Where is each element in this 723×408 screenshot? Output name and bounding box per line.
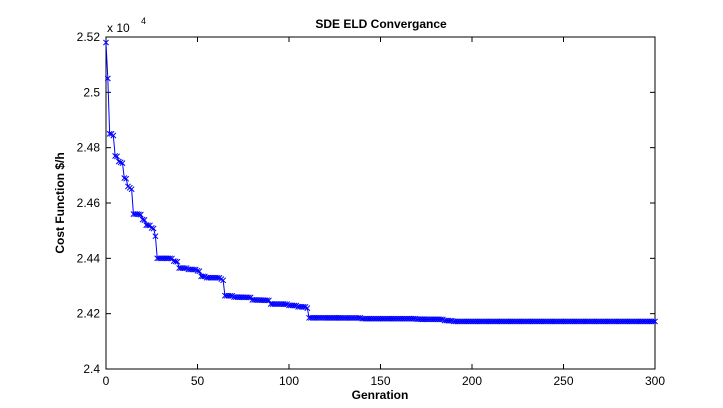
y-tick-label: 2.46 [77, 196, 101, 210]
data-point-marker [300, 303, 307, 310]
x-axis-title: Genration [352, 388, 409, 402]
x-tick-label: 300 [645, 374, 665, 388]
data-point-marker [112, 153, 119, 159]
series-layer [103, 39, 658, 325]
x-tick-label: 250 [553, 374, 573, 388]
data-point-marker [148, 224, 155, 231]
data-point-marker [174, 258, 181, 265]
data-point-marker [220, 277, 227, 284]
plot-area [105, 36, 656, 370]
data-point-marker [104, 75, 111, 82]
y-tick-label: 2.48 [77, 141, 101, 155]
data-point-marker [114, 153, 120, 160]
data-point-marker [152, 233, 159, 240]
data-point-marker [103, 39, 109, 46]
data-point-marker [119, 160, 126, 167]
data-point-marker [227, 292, 234, 299]
data-point-marker [214, 274, 221, 281]
data-point-marker [291, 302, 298, 309]
data-point-marker [141, 217, 148, 223]
data-point-marker [304, 305, 311, 312]
x-axis: 0 50 100 150 200 250 300 [103, 37, 665, 388]
chart-title: SDE ELD Convergance [315, 17, 447, 31]
x-tick-label: 150 [370, 374, 390, 388]
exponent-base: x 10 [107, 21, 130, 35]
exponent-label: x 10 4 [107, 16, 146, 35]
data-point-marker [650, 318, 657, 325]
data-point-marker [168, 255, 175, 262]
data-point-marker [194, 267, 201, 274]
data-point-marker [196, 268, 203, 275]
y-tick-label: 2.4 [83, 362, 100, 376]
data-point-marker [117, 159, 124, 166]
data-point-marker [282, 301, 289, 308]
y-tick-label: 2.52 [77, 30, 101, 44]
x-tick-label: 200 [462, 374, 482, 388]
data-point-marker [652, 318, 658, 325]
data-point-marker [128, 186, 135, 193]
y-tick-label: 2.5 [83, 85, 100, 99]
data-point-marker [115, 158, 122, 165]
data-point-marker [172, 258, 179, 265]
data-point-marker [200, 273, 206, 280]
exponent-power: 4 [141, 16, 146, 26]
data-point-marker [137, 211, 144, 218]
data-point-marker [121, 175, 128, 182]
y-axis: 2.4 2.42 2.44 2.46 2.48 2.5 2.52 [77, 30, 655, 376]
data-point-marker [245, 294, 252, 301]
data-point-marker [437, 316, 444, 323]
data-point-marker [139, 216, 146, 223]
data-point-marker [145, 222, 152, 229]
y-tick-label: 2.44 [77, 251, 101, 265]
data-point-marker [150, 225, 157, 232]
data-point-marker [110, 132, 117, 139]
data-point-marker [167, 255, 174, 262]
x-tick-label: 0 [103, 374, 110, 388]
data-point-marker [106, 130, 113, 137]
data-point-marker [135, 211, 142, 218]
y-tick-label: 2.42 [77, 307, 101, 321]
x-tick-label: 100 [279, 374, 299, 388]
x-tick-label: 50 [191, 374, 205, 388]
data-point-marker [181, 265, 188, 272]
data-point-marker [123, 175, 130, 182]
y-axis-title: Cost Function $/h [53, 152, 67, 253]
data-point-marker [190, 266, 197, 273]
